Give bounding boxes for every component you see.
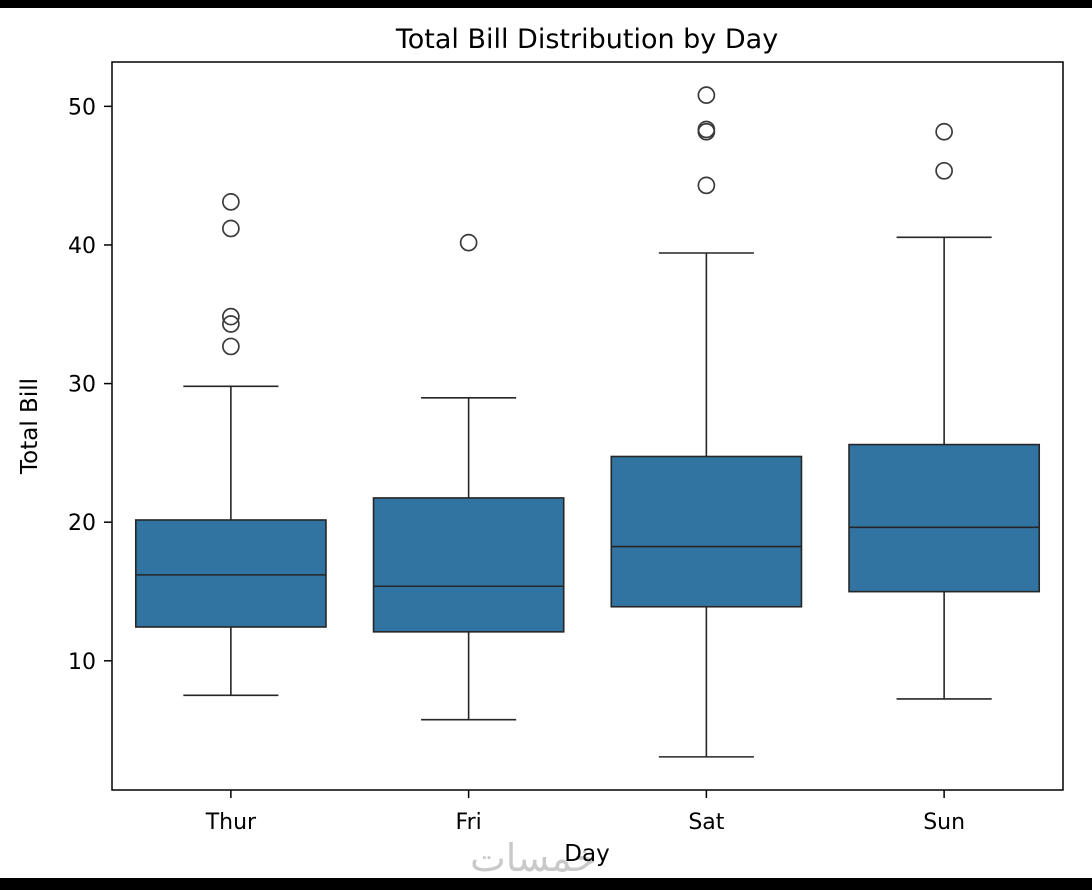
svg-text:Thur: Thur bbox=[205, 810, 257, 835]
x-axis-label: Day bbox=[564, 841, 610, 867]
chart-title: Total Bill Distribution by Day bbox=[395, 24, 779, 55]
svg-text:20: 20 bbox=[68, 511, 96, 536]
svg-text:30: 30 bbox=[68, 373, 96, 398]
watermark-text: خمسات bbox=[470, 836, 597, 880]
svg-text:40: 40 bbox=[68, 234, 96, 259]
bottom-edge-bar bbox=[0, 878, 1092, 890]
svg-text:10: 10 bbox=[68, 650, 96, 675]
svg-text:Fri: Fri bbox=[456, 810, 482, 835]
svg-text:50: 50 bbox=[68, 95, 96, 120]
svg-text:Sat: Sat bbox=[688, 810, 724, 835]
y-axis-label: Total Bill bbox=[17, 378, 43, 474]
top-edge-bar bbox=[0, 0, 1092, 8]
svg-text:Sun: Sun bbox=[923, 810, 965, 835]
